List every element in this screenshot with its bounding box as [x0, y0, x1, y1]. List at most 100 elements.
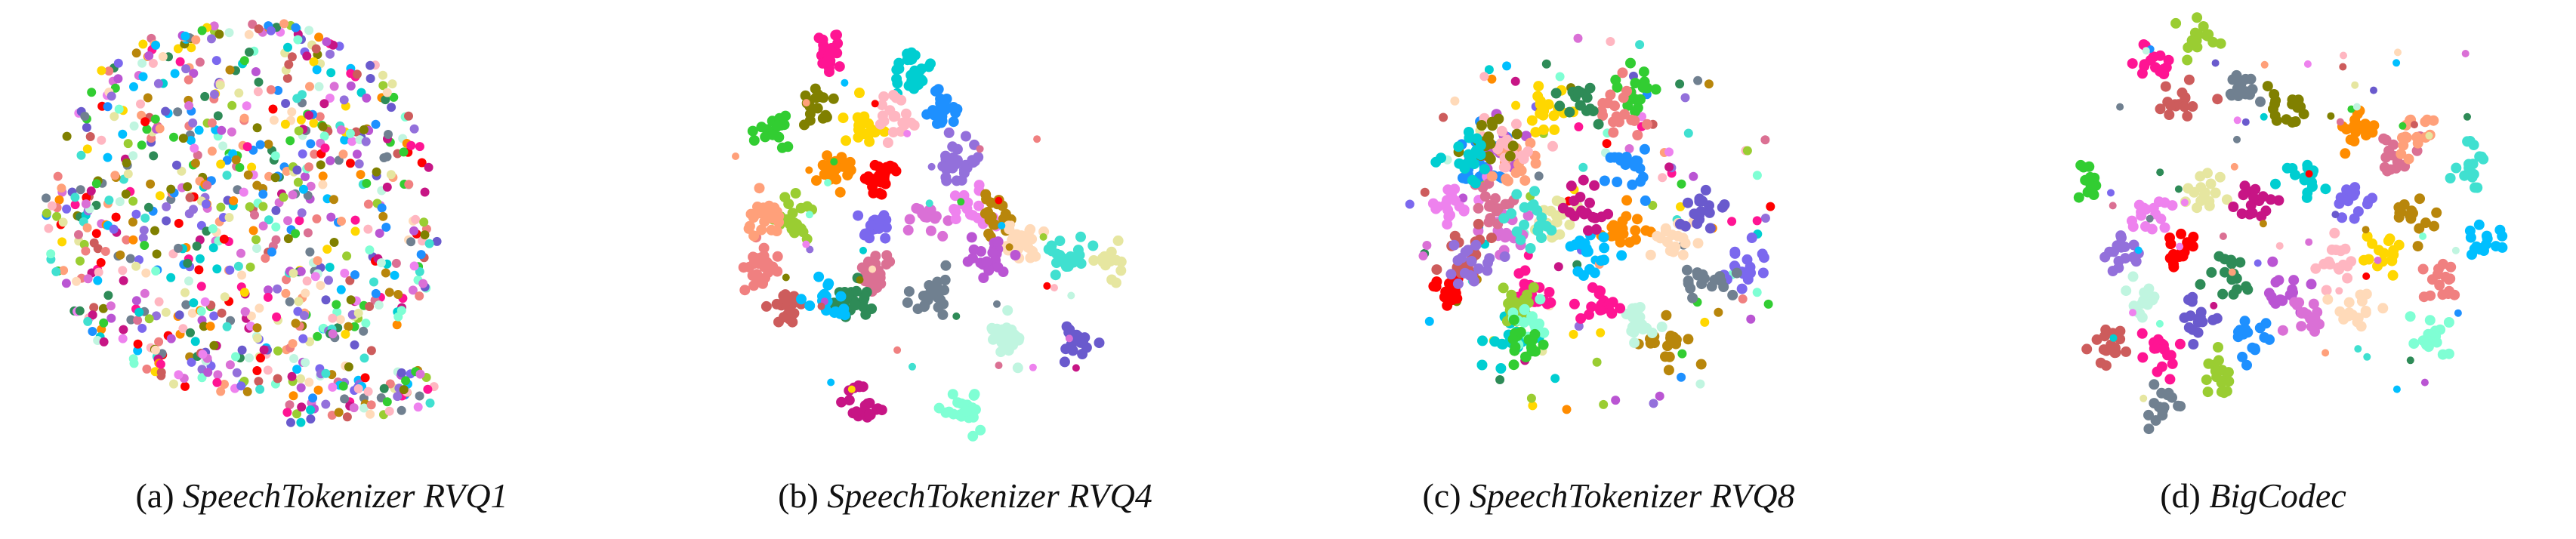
scatter-point — [310, 272, 320, 282]
scatter-point — [1607, 297, 1618, 308]
scatter-point — [282, 73, 292, 83]
scatter-point — [2497, 230, 2508, 242]
scatter-point — [940, 150, 951, 162]
scatter-point — [2382, 165, 2393, 177]
scatter-point — [1599, 175, 1610, 186]
scatter-point — [197, 26, 207, 35]
scatter-point — [62, 204, 72, 214]
scatter-point — [192, 242, 202, 251]
scatter-point — [993, 300, 1001, 308]
scatter-point — [988, 219, 999, 230]
scatter-point — [2156, 387, 2167, 399]
scatter-point — [2149, 291, 2160, 303]
scatter-point — [417, 158, 427, 168]
scatter-point — [210, 89, 219, 99]
scatter-point — [2491, 241, 2501, 252]
scatter-point — [2335, 245, 2346, 257]
scatter-point — [239, 56, 249, 66]
scatter-point — [2386, 149, 2397, 161]
scatter-point — [787, 316, 798, 328]
scatter-point — [1555, 72, 1565, 82]
scatter-point — [2081, 343, 2093, 355]
scatter-point — [123, 169, 133, 179]
scatter-point — [325, 156, 335, 165]
scatter-point — [909, 83, 920, 94]
scatter-point — [1587, 211, 1598, 223]
scatter-point — [1479, 191, 1491, 202]
scatter-point — [227, 127, 236, 137]
scatter-point — [856, 115, 868, 126]
scatter-point — [338, 149, 348, 159]
scatter-point — [97, 135, 106, 145]
scatter-point — [799, 119, 810, 131]
scatter-point — [1445, 269, 1457, 280]
scatter-point — [46, 249, 56, 259]
scatter-point — [782, 273, 790, 282]
scatter-point — [2250, 183, 2261, 195]
scatter-point — [902, 224, 914, 236]
scatter-point — [123, 139, 133, 149]
scatter-point — [1473, 218, 1484, 229]
scatter-point — [981, 193, 992, 205]
scatter-point — [776, 142, 788, 153]
scatter-point — [2262, 81, 2273, 92]
scatter-point — [2275, 294, 2286, 305]
scatter-point — [1473, 202, 1484, 214]
scatter-point — [1546, 225, 1557, 236]
scatter-point — [340, 394, 350, 404]
scatter-point — [148, 58, 158, 68]
scatter-point — [804, 300, 816, 311]
scatter-point — [878, 171, 890, 182]
scatter-point — [2113, 256, 2124, 266]
scatter-point — [136, 99, 145, 109]
scatter-point — [217, 308, 227, 318]
scatter-point — [756, 224, 767, 236]
scatter-point — [2176, 242, 2184, 251]
scatter-point — [2260, 112, 2268, 121]
scatter-point — [1639, 143, 1650, 155]
scatter-point — [952, 312, 961, 320]
scatter-point — [399, 385, 409, 395]
scatter-point — [42, 193, 51, 203]
scatter-point — [1757, 248, 1768, 260]
scatter-point — [2182, 54, 2193, 66]
scatter-point — [321, 399, 331, 409]
scatter-point — [116, 250, 125, 260]
scatter-point — [149, 151, 159, 161]
scatter-point — [771, 298, 782, 310]
panel-c: (c) SpeechTokenizer RVQ8 — [1287, 0, 1930, 539]
scatter-point — [1479, 72, 1489, 82]
scatter-point — [411, 214, 421, 224]
scatter-point — [1745, 267, 1756, 279]
scatter-point — [153, 79, 163, 88]
scatter-point — [811, 175, 822, 186]
scatter-point — [2175, 401, 2186, 412]
scatter-point — [309, 57, 319, 66]
scatter-point — [1603, 208, 1614, 220]
scatter-point — [1051, 257, 1062, 268]
scatter-point — [1584, 197, 1595, 208]
scatter-point — [362, 178, 372, 188]
scatter-point — [1522, 210, 1534, 221]
scatter-point — [258, 202, 268, 211]
scatter-point — [356, 170, 366, 180]
scatter-point — [767, 212, 779, 223]
scatter-point — [245, 48, 254, 57]
scatter-point — [2349, 136, 2360, 146]
scatter-point — [823, 278, 835, 289]
scatter-point — [239, 288, 249, 297]
scatter-point — [893, 57, 905, 69]
scatter-point — [432, 236, 442, 246]
scatter-point — [1112, 235, 1124, 246]
scatter-point — [2420, 378, 2429, 387]
scatter-point — [937, 161, 949, 172]
scatter-point — [1466, 256, 1477, 266]
scatter-point — [154, 337, 164, 346]
scatter-point — [1115, 256, 1127, 267]
scatter-point — [1602, 139, 1612, 149]
scatter-point — [2408, 338, 2420, 350]
scatter-point — [1547, 140, 1558, 152]
scatter-point — [366, 400, 376, 410]
scatter-point — [125, 254, 135, 263]
scatter-point — [1746, 314, 1756, 324]
